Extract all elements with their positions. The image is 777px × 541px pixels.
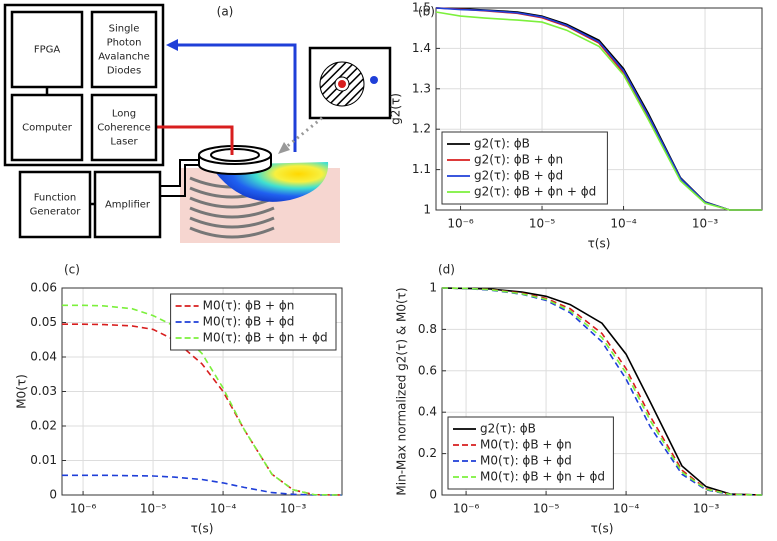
node-label: Avalanche [98, 52, 150, 63]
series-line [62, 474, 342, 496]
chart: 10⁻⁶ 10⁻⁵ 10⁻⁴ 10⁻³ 0 0.2 0.4 0.6 0.8 1 τ(s) Min-Ma… [395, 263, 763, 536]
chart: 10⁻⁶ 10⁻⁵ 10⁻⁴ 10⁻³ 0 0.01 0.02 0.03 0.04 0.05 0.0… [15, 263, 343, 536]
plot-frame [435, 7, 763, 211]
arrowhead [166, 39, 178, 51]
legend-label: g2(τ): ϕB [480, 422, 536, 436]
x-axis-label: τ(s) [588, 237, 611, 251]
x-tick-label: 10⁻⁴ [613, 502, 640, 516]
legend-label: M0(τ): ϕB + ϕd [480, 454, 572, 468]
series-line [441, 287, 763, 496]
y-tick-label: 0.01 [30, 453, 57, 467]
node-fpga: FPGA [10, 10, 84, 89]
laser-fiber [156, 125, 234, 155]
y-tick-label: 1.1 [412, 162, 431, 176]
panel-label: (c) [64, 263, 80, 277]
diagram: (a) FPGA Single Photon Avalanche Diodes Com… [3, 3, 392, 243]
amp-cable [160, 159, 199, 197]
legend-label: M0(τ): ϕB + ϕd [203, 315, 295, 329]
probe [198, 145, 272, 175]
chart: 10⁻⁶ 10⁻⁵ 10⁻⁴ 10⁻³ 1 1.1 1.2 1.3 1.4 1.5 τ(s) g2(τ… [389, 1, 763, 251]
node-label: Amplifier [105, 200, 151, 211]
y-tick-label: 0 [49, 488, 57, 502]
y-tick-label: 1 [429, 281, 437, 295]
x-tick-label: 10⁻³ [693, 502, 720, 516]
legend-label: g2(τ): ϕB + ϕd [474, 169, 563, 183]
y-tick-label: 1.5 [412, 1, 431, 15]
plot-frame [61, 287, 343, 496]
x-tick-label: 10⁻⁶ [70, 502, 97, 516]
plot-frame [441, 287, 763, 496]
series-line [435, 11, 762, 211]
y-tick-label: 0 [429, 488, 437, 502]
series-line [62, 323, 343, 496]
x-tick-label: 10⁻⁵ [533, 502, 560, 516]
legend-label: g2(τ): ϕB + ϕn [474, 153, 563, 167]
x-tick-label: 10⁻⁴ [210, 502, 237, 516]
node-label: FPGA [34, 45, 61, 56]
y-tick-label: 1.3 [412, 81, 431, 95]
y-tick-label: 0.03 [30, 384, 57, 398]
inset-detector [370, 76, 378, 84]
x-axis-label: τ(s) [591, 522, 614, 536]
y-tick-label: 1.4 [412, 41, 431, 55]
series-line [441, 287, 763, 496]
node-label: Function [34, 193, 77, 204]
legend-label: M0(τ): ϕB + ϕn + ϕd [203, 331, 328, 345]
legend-label: g2(τ): ϕB [474, 137, 530, 151]
y-axis-label: g2(τ) [389, 93, 403, 125]
x-tick-label: 10⁻⁵ [140, 502, 167, 516]
node-label: Long [112, 109, 136, 120]
node-spad: Single Photon Avalanche Diodes [90, 10, 158, 89]
node-label: Single [109, 24, 140, 35]
y-tick-label: 0.2 [418, 446, 437, 460]
y-tick-label: 0.05 [30, 315, 57, 329]
y-tick-label: 1.2 [412, 122, 431, 136]
y-tick-label: 0.02 [30, 419, 57, 433]
y-tick-label: 0.6 [418, 363, 437, 377]
y-tick-label: 0.06 [30, 281, 57, 295]
series-line [441, 287, 763, 496]
node-computer: Computer [10, 93, 84, 162]
series-line [441, 287, 763, 496]
x-tick-label: 10⁻⁵ [529, 217, 556, 231]
y-tick-label: 0.04 [30, 350, 57, 364]
x-tick-label: 10⁻⁶ [453, 502, 480, 516]
y-axis-label: M0(τ) [15, 374, 29, 409]
inset-pointer [284, 116, 323, 150]
node-function-generator: Function Generator [18, 170, 92, 239]
x-tick-label: 10⁻³ [280, 502, 307, 516]
x-tick-label: 10⁻⁴ [610, 217, 637, 231]
legend-label: g2(τ): ϕB + ϕn + ϕd [474, 185, 596, 199]
node-amplifier: Amplifier [93, 170, 162, 239]
node-laser: Long Coherence Laser [90, 93, 158, 162]
node-label: Laser [110, 137, 138, 148]
y-tick-label: 0.8 [418, 322, 437, 336]
legend-label: M0(τ): ϕB + ϕn [203, 299, 295, 313]
y-tick-label: 1 [423, 203, 431, 217]
x-tick-label: 10⁻⁶ [447, 217, 474, 231]
node-label: Photon [107, 38, 142, 49]
panel-label: (d) [438, 263, 455, 277]
x-axis-label: τ(s) [191, 522, 214, 536]
legend-label: M0(τ): ϕB + ϕn + ϕd [480, 470, 605, 484]
y-tick-label: 0.4 [418, 405, 437, 419]
node-label: Generator [30, 207, 82, 218]
x-tick-label: 10⁻³ [692, 217, 719, 231]
node-label: Computer [22, 123, 73, 134]
panel-label: (b) [418, 5, 435, 19]
legend-label: M0(τ): ϕB + ϕn [480, 438, 572, 452]
inset-source [338, 80, 346, 88]
detection-fiber [174, 43, 297, 152]
y-axis-label: Min-Max normalized g2(τ) & M0(τ) [395, 287, 409, 495]
panel-label: (a) [217, 5, 234, 19]
arrowhead [278, 142, 290, 154]
node-label: Diodes [107, 66, 141, 77]
node-label: Coherence [97, 123, 151, 134]
series-line [62, 304, 343, 496]
